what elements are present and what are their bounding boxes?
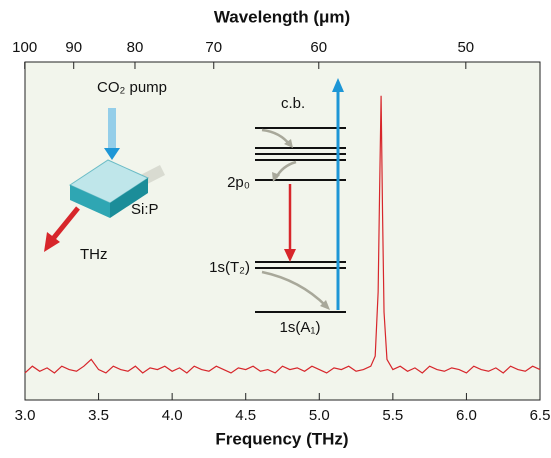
x-tick-label: 6.5 — [530, 407, 551, 424]
x2-tick-label: 60 — [310, 39, 327, 56]
x-tick-label: 5.5 — [382, 407, 403, 424]
annotation: 1s(T₂) — [209, 259, 250, 276]
crystal-diagram — [44, 108, 165, 252]
x-axis-label: Frequency (THz) — [215, 429, 348, 448]
x-tick-label: 6.0 — [456, 407, 477, 424]
annotation: CO₂ pump — [97, 79, 167, 96]
annotation: 2p₀ — [227, 174, 250, 191]
x2-tick-label: 70 — [205, 39, 222, 56]
x2-tick-label: 50 — [457, 39, 474, 56]
x-tick-label: 3.0 — [15, 407, 36, 424]
x2-tick-label: 100 — [12, 39, 37, 56]
plot-area — [24, 61, 541, 401]
transition-arrows — [261, 78, 344, 310]
annotation: Si:P — [131, 201, 159, 218]
x-tick-label: 5.0 — [309, 407, 330, 424]
x-tick-label: 4.5 — [235, 407, 256, 424]
line-series — [24, 95, 541, 374]
x-tick-label: 4.0 — [162, 407, 183, 424]
x2-tick-label: 90 — [65, 39, 82, 56]
x2-axis-label: Wavelength (μm) — [214, 7, 350, 26]
annotation: c.b. — [281, 95, 305, 112]
annotation: 1s(A₁) — [280, 319, 321, 336]
x2-tick-label: 80 — [127, 39, 144, 56]
energy-levels — [255, 127, 346, 313]
annotation: THz — [80, 246, 108, 263]
x-tick-label: 3.5 — [88, 407, 109, 424]
